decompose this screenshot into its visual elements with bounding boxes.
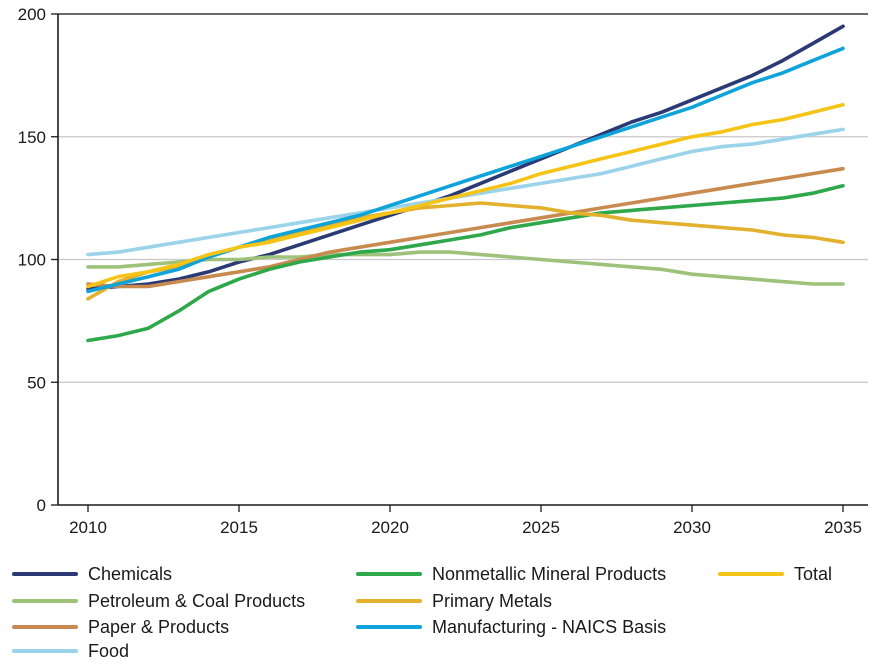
series-line-manufacturing-naics-basis bbox=[86, 46, 845, 294]
legend-swatch bbox=[12, 572, 78, 576]
legend-swatch bbox=[356, 599, 422, 603]
series-line-petroleum-coal-products bbox=[86, 250, 845, 286]
series-line-total bbox=[86, 103, 845, 289]
plot-area: 0 50 100 150 200 2010 2015 2020 2025 2030 2035 bbox=[18, 5, 868, 537]
legend-entry: Food bbox=[12, 639, 129, 663]
legend-entry: Nonmetallic Mineral Products bbox=[356, 562, 666, 586]
x-tick-label: 2035 bbox=[824, 518, 862, 537]
legend-label: Primary Metals bbox=[432, 590, 553, 611]
legend-swatch bbox=[356, 625, 422, 629]
legend-entry: Petroleum & Coal Products bbox=[12, 589, 305, 613]
axes bbox=[51, 13, 868, 512]
legend-entry: Paper & Products bbox=[12, 615, 229, 639]
y-tick-label: 100 bbox=[18, 251, 46, 270]
x-tick-label: 2030 bbox=[673, 518, 711, 537]
legend-swatch bbox=[12, 599, 78, 603]
y-tick-label: 150 bbox=[18, 128, 46, 147]
series-line-chemicals bbox=[86, 24, 845, 291]
series-line-paper-products bbox=[86, 166, 845, 289]
legend-label: Nonmetallic Mineral Products bbox=[432, 563, 667, 584]
legend-entry: Chemicals bbox=[12, 562, 172, 586]
legend-entry: Total bbox=[718, 562, 832, 586]
legend-label: Manufacturing - NAICS Basis bbox=[432, 616, 667, 637]
legend-label: Chemicals bbox=[88, 563, 173, 584]
series-line-nonmetallic-mineral-products bbox=[86, 184, 845, 343]
y-tick-label: 200 bbox=[18, 5, 46, 24]
legend-entry: Primary Metals bbox=[356, 589, 552, 613]
x-axis-tick-labels: 2010 2015 2020 2025 2030 2035 bbox=[69, 518, 862, 537]
legend-label: Total bbox=[794, 563, 833, 584]
x-tick-label: 2010 bbox=[69, 518, 107, 537]
series-lines bbox=[86, 24, 845, 343]
legend-entry: Manufacturing - NAICS Basis bbox=[356, 615, 666, 639]
legend-label: Paper & Products bbox=[88, 616, 230, 637]
y-tick-label: 50 bbox=[27, 373, 46, 392]
legend-label: Petroleum & Coal Products bbox=[88, 590, 306, 611]
gridlines bbox=[58, 13, 868, 383]
x-tick-label: 2020 bbox=[371, 518, 409, 537]
y-axis-tick-labels: 0 50 100 150 200 bbox=[18, 5, 46, 515]
legend-swatch bbox=[718, 572, 784, 576]
series-line-primary-metals bbox=[86, 201, 845, 301]
legend-swatch bbox=[12, 649, 78, 653]
x-tick-label: 2025 bbox=[522, 518, 560, 537]
legend-swatch bbox=[12, 625, 78, 629]
y-tick-label: 0 bbox=[37, 496, 46, 515]
legend-label: Food bbox=[88, 640, 130, 661]
x-tick-label: 2015 bbox=[220, 518, 258, 537]
legend-swatch bbox=[356, 572, 422, 576]
